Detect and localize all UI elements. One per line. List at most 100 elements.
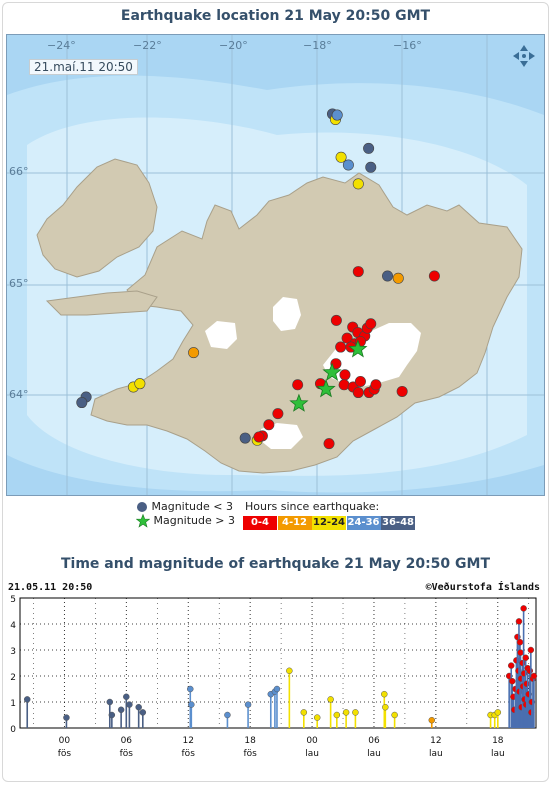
legend-large-magnitude: Magnitude > 3	[135, 513, 236, 528]
ts-point	[428, 716, 436, 724]
ts-frame	[19, 597, 537, 729]
quake-marker	[76, 397, 88, 409]
ts-point	[126, 701, 133, 708]
ts-point	[523, 680, 530, 688]
ts-x-tick: 00	[306, 736, 318, 746]
ts-point	[135, 703, 142, 711]
quake-marker	[342, 159, 354, 171]
hofsjokull-glacier	[205, 321, 237, 349]
ts-x-tick: 00	[59, 736, 71, 746]
timeseries-chart: 21.05.11 20:50 ©Veðurstofa Íslands 01234…	[8, 580, 540, 759]
ts-point	[522, 654, 529, 662]
ts-y-tick: 2	[10, 673, 16, 683]
ts-point	[286, 667, 293, 675]
ts-point	[515, 618, 523, 625]
ts-point	[382, 703, 389, 711]
lat-label: 64°	[9, 388, 29, 401]
quake-marker	[331, 109, 343, 121]
small-magnitude-label: Magnitude < 3	[151, 500, 234, 513]
ts-day-label: lau	[305, 749, 319, 759]
large-quake-star	[289, 393, 309, 412]
quake-marker	[365, 318, 377, 330]
ts-point	[526, 667, 534, 675]
ts-point	[381, 690, 388, 698]
hours-legend-title: Hours since earthquake:	[245, 500, 380, 513]
quake-marker	[253, 431, 265, 443]
quake-marker	[292, 379, 304, 391]
hours-box-4-12: 4-12	[277, 516, 312, 530]
lat-label: 66°	[9, 165, 29, 178]
quake-marker	[354, 375, 366, 387]
earthquake-markers	[76, 108, 440, 450]
earthquake-map[interactable]: −24° −22° −20° −18° −16° 66° 65° 64° 21.maí.11…	[6, 34, 545, 496]
ts-credit: ©Veðurstofa Íslands	[426, 580, 540, 593]
ts-point	[327, 696, 334, 703]
quake-marker	[365, 161, 377, 173]
ts-day-label: fös	[120, 749, 134, 759]
ts-point	[300, 709, 308, 716]
ts-point	[520, 605, 527, 612]
quake-marker	[382, 270, 394, 282]
quake-marker	[335, 151, 347, 163]
quake-marker	[396, 385, 408, 397]
large-magnitude-label: Magnitude > 3	[153, 514, 236, 527]
ts-x-tick: 06	[368, 736, 380, 746]
large-quake-star	[316, 379, 336, 398]
ts-x-tick: 12	[182, 736, 193, 746]
timeseries-title: Time and magnitude of earthquake 21 May …	[60, 556, 491, 572]
hours-box-24-36: 24-36	[346, 516, 381, 530]
iceland-landmass	[90, 172, 523, 474]
ts-y-tick: 3	[10, 647, 16, 657]
quake-marker	[370, 379, 382, 391]
small-circle-icon	[137, 502, 147, 512]
ts-point	[333, 711, 341, 719]
star-icon	[135, 513, 151, 528]
ts-y-tick: 5	[10, 595, 16, 605]
ts-day-label: fös	[182, 749, 196, 759]
pan-navigation-icon[interactable]	[511, 43, 537, 69]
lon-label: −24°	[47, 39, 76, 52]
ts-point	[517, 649, 524, 656]
ts-point	[187, 685, 194, 693]
snaefellsnes	[45, 290, 158, 316]
ts-point	[494, 709, 502, 716]
quake-marker	[188, 347, 200, 359]
westfjords	[36, 158, 158, 278]
ts-x-tick: 18	[492, 736, 504, 746]
quake-marker	[134, 378, 146, 390]
hours-box-36-48: 36-48	[381, 516, 415, 530]
ts-day-label: fös	[58, 749, 72, 759]
legend-small-magnitude: Magnitude < 3	[136, 500, 233, 513]
ts-point	[188, 701, 195, 708]
quake-marker	[352, 266, 364, 278]
ts-date-stamp: 21.05.11 20:50	[8, 582, 92, 593]
quake-marker	[272, 408, 284, 420]
ts-point	[123, 693, 130, 701]
ts-point	[527, 646, 535, 654]
ts-point	[244, 701, 252, 708]
lon-label: −22°	[133, 39, 162, 52]
ts-point	[117, 706, 125, 714]
ts-x-tick: 06	[121, 736, 133, 746]
ts-point	[106, 698, 114, 706]
map-canvas: −24° −22° −20° −18° −16° 66° 65° 64°	[7, 35, 544, 495]
ts-point	[509, 677, 516, 685]
langjokull-glacier	[273, 297, 301, 331]
ts-axes: 01234500fös06fös12fös18fös00lau06lau12la…	[10, 595, 537, 759]
latitude-labels: 66° 65° 64°	[9, 165, 29, 401]
ts-point	[391, 711, 398, 719]
longitude-labels: −24° −22° −20° −18° −16°	[47, 39, 422, 52]
ts-point	[63, 714, 70, 721]
ts-data	[23, 605, 538, 728]
ts-point	[108, 711, 116, 719]
quake-marker	[339, 369, 351, 381]
lon-label: −18°	[303, 39, 332, 52]
ts-day-label: lau	[491, 749, 505, 759]
lon-label: −16°	[393, 39, 422, 52]
hours-box-12-24: 12-24	[312, 516, 346, 530]
ts-point	[516, 638, 524, 646]
ts-day-label: lau	[429, 749, 443, 759]
ts-point	[224, 711, 231, 719]
arrows-icon	[513, 45, 535, 67]
